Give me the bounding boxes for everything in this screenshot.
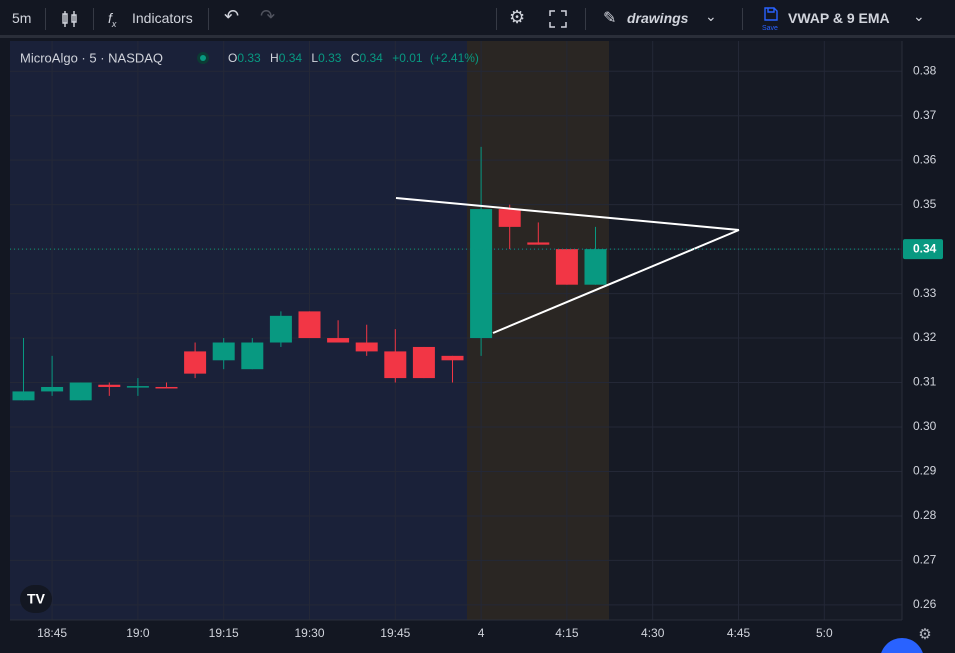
y-tick-label: 0.28 [913,508,937,522]
separator [93,8,94,30]
trend-line[interactable] [492,229,740,334]
fx-icon[interactable]: fx [108,10,117,29]
candle-body [441,355,464,361]
y-tick-label: 0.26 [913,597,937,611]
high-label: H [270,51,279,65]
open-label: O [228,51,237,65]
candle-body [527,242,550,245]
candle-body [269,315,292,343]
layout-dropdown[interactable]: ⌄ [913,8,925,24]
high-value: 0.34 [279,51,303,65]
candle-body [555,249,578,285]
separator [45,8,46,30]
fullscreen-button[interactable] [549,10,567,28]
x-tick-label: 19:15 [209,626,239,640]
interval-button[interactable]: 5m [12,10,32,26]
legend-ohlc: O0.33 H0.34 L0.33 C0.34 +0.01 (+2.41%) [228,51,479,65]
drawings-button[interactable]: drawings [627,10,689,26]
x-tick-label: 19:0 [126,626,150,640]
save-icon[interactable] [763,6,779,22]
toolbar: 5m fx Indicators ↶ ↷ ⚙ ✎ drawings ⌄ Save… [0,0,955,38]
low-label: L [311,51,318,65]
x-tick-label: 4:15 [555,626,579,640]
y-tick-label: 0.30 [913,419,937,433]
scroll-button[interactable] [880,638,924,653]
tv-logo[interactable]: TV [27,591,46,607]
candle-body [327,338,350,343]
y-tick-label: 0.31 [913,375,937,389]
market-status-dot [200,55,206,61]
change-percent: (+2.41%) [430,51,479,65]
y-tick-label: 0.38 [913,63,937,77]
y-tick-label: 0.27 [913,553,937,567]
axis-settings[interactable]: ⚙ [918,626,931,643]
y-tick-label: 0.36 [913,152,937,166]
x-tick-label: 5:0 [816,626,833,640]
x-tick-label: 4:30 [641,626,665,640]
settings-button[interactable]: ⚙ [509,7,526,27]
y-tick-label: 0.37 [913,108,937,122]
candle-body [298,311,321,339]
session-regular [609,41,902,620]
candle-body [12,391,35,401]
y-tick-label: 0.32 [913,330,937,344]
pencil-icon[interactable]: ✎ [603,10,617,27]
symbol-name: MicroAlgo · 5 · NASDAQ [20,50,163,65]
low-value: 0.33 [318,51,342,65]
candle-body [498,209,521,227]
last-price-label: 0.34 [913,241,937,255]
candle-body [384,351,407,379]
candle-body [212,342,235,361]
y-tick-label: 0.29 [913,464,937,478]
x-tick-label: 19:45 [380,626,410,640]
candle-body [470,209,493,339]
candle-body [355,342,378,352]
open-value: 0.33 [237,51,261,65]
candle-body [412,346,435,379]
close-label: C [351,51,360,65]
save-label[interactable]: Save [762,25,778,32]
drawings-dropdown[interactable]: ⌄ [705,8,717,24]
candle-body [184,351,207,374]
last-price-tag [903,239,943,260]
candles-icon[interactable] [60,9,80,29]
x-tick-label: 4 [478,626,485,640]
close-value: 0.34 [359,51,383,65]
candle-body [241,342,264,370]
separator [742,8,743,30]
tv-logo-bg[interactable] [20,585,52,613]
candle-body [98,384,121,387]
separator [496,8,497,30]
candle-body [126,386,149,388]
trend-line[interactable] [395,197,740,231]
separator [208,8,209,30]
session-extended [10,41,467,620]
separator [585,8,586,30]
x-tick-label: 19:30 [294,626,324,640]
y-tick-label: 0.33 [913,286,937,300]
candle-body [41,386,64,392]
y-tick-label: 0.35 [913,197,937,211]
x-tick-label: 4:45 [727,626,751,640]
candle-body [69,382,92,401]
x-tick-label: 18:45 [37,626,67,640]
candle-body [584,249,607,285]
indicators-button[interactable]: Indicators [132,10,193,26]
undo-button[interactable]: ↶ [224,6,240,26]
candle-body [155,386,178,389]
change-value: +0.01 [392,51,423,65]
redo-button[interactable]: ↷ [260,6,276,26]
layout-button[interactable]: VWAP & 9 EMA [788,10,890,26]
